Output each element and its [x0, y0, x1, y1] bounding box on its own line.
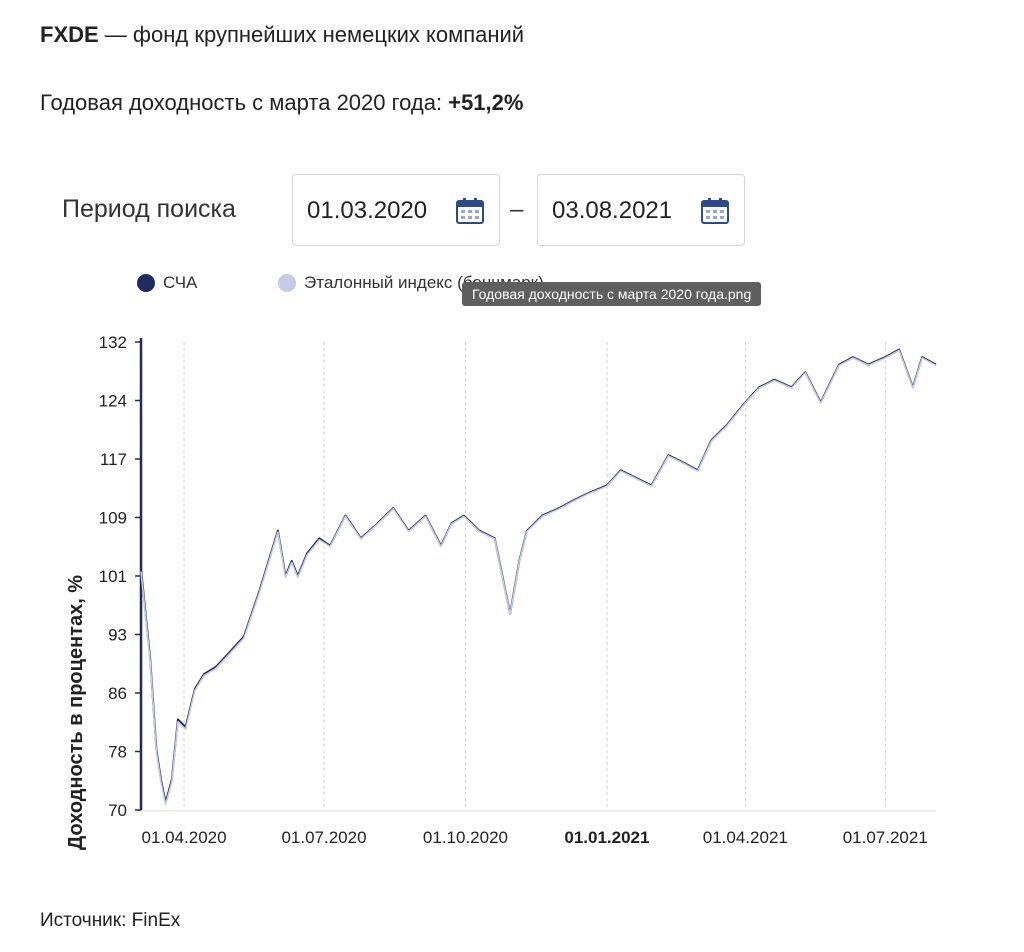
x-tick-label: 01.07.2021	[843, 828, 928, 847]
legend-swatch-nav	[137, 274, 155, 292]
page-headline: FXDE — фонд крупнейших немецких компаний	[40, 22, 524, 48]
date-to-field[interactable]: 03.08.2021	[537, 174, 745, 246]
x-tick-label: 01.07.2020	[281, 828, 366, 847]
calendar-icon[interactable]	[455, 197, 485, 225]
date-from-value: 01.03.2020	[307, 197, 428, 224]
y-tick-label: 93	[108, 626, 127, 645]
y-axis-label: Доходность в процентах, %	[65, 575, 87, 850]
date-to-value: 03.08.2021	[552, 197, 673, 224]
y-tick-label: 109	[99, 509, 127, 528]
annual-yield-label: Годовая доходность с марта 2020 года:	[40, 90, 449, 115]
legend-swatch-benchmark	[278, 274, 296, 292]
series-line-nav	[140, 348, 937, 804]
date-from-field[interactable]: 01.03.2020	[292, 174, 500, 246]
period-label: Период поиска	[62, 195, 236, 223]
series-line-benchmark	[140, 349, 937, 806]
date-separator: –	[510, 196, 524, 223]
y-tick-label: 124	[99, 392, 127, 411]
x-tick-label: 01.04.2021	[703, 828, 788, 847]
filename-tooltip: Годовая доходность с марта 2020 года.png	[462, 282, 762, 306]
fund-description: — фонд крупнейших немецких компаний	[98, 22, 525, 47]
fund-ticker: FXDE	[40, 22, 99, 47]
legend-label-nav: СЧА	[163, 273, 198, 292]
source-note: Источник: FinEx	[40, 910, 181, 931]
y-tick-label: 132	[99, 333, 127, 352]
y-tick-label: 70	[108, 801, 127, 820]
annual-yield-line: Годовая доходность с марта 2020 года: +5…	[40, 90, 523, 116]
y-tick-label: 101	[99, 567, 127, 586]
y-tick-label: 117	[100, 450, 127, 469]
legend-item-nav[interactable]: СЧА	[137, 273, 197, 293]
calendar-icon[interactable]	[700, 197, 730, 225]
yield-chart: 132 124 117 109 101 93 86 78 70 01.04.2020 01.07.…	[65, 333, 937, 850]
x-tick-label: 01.01.2021	[564, 828, 649, 847]
x-tick-label: 01.10.2020	[423, 828, 508, 847]
x-tick-label: 01.04.2020	[142, 828, 227, 847]
annual-yield-value: +51,2%	[448, 90, 524, 115]
y-tick-label: 86	[108, 684, 127, 703]
y-tick-label: 78	[108, 743, 127, 762]
